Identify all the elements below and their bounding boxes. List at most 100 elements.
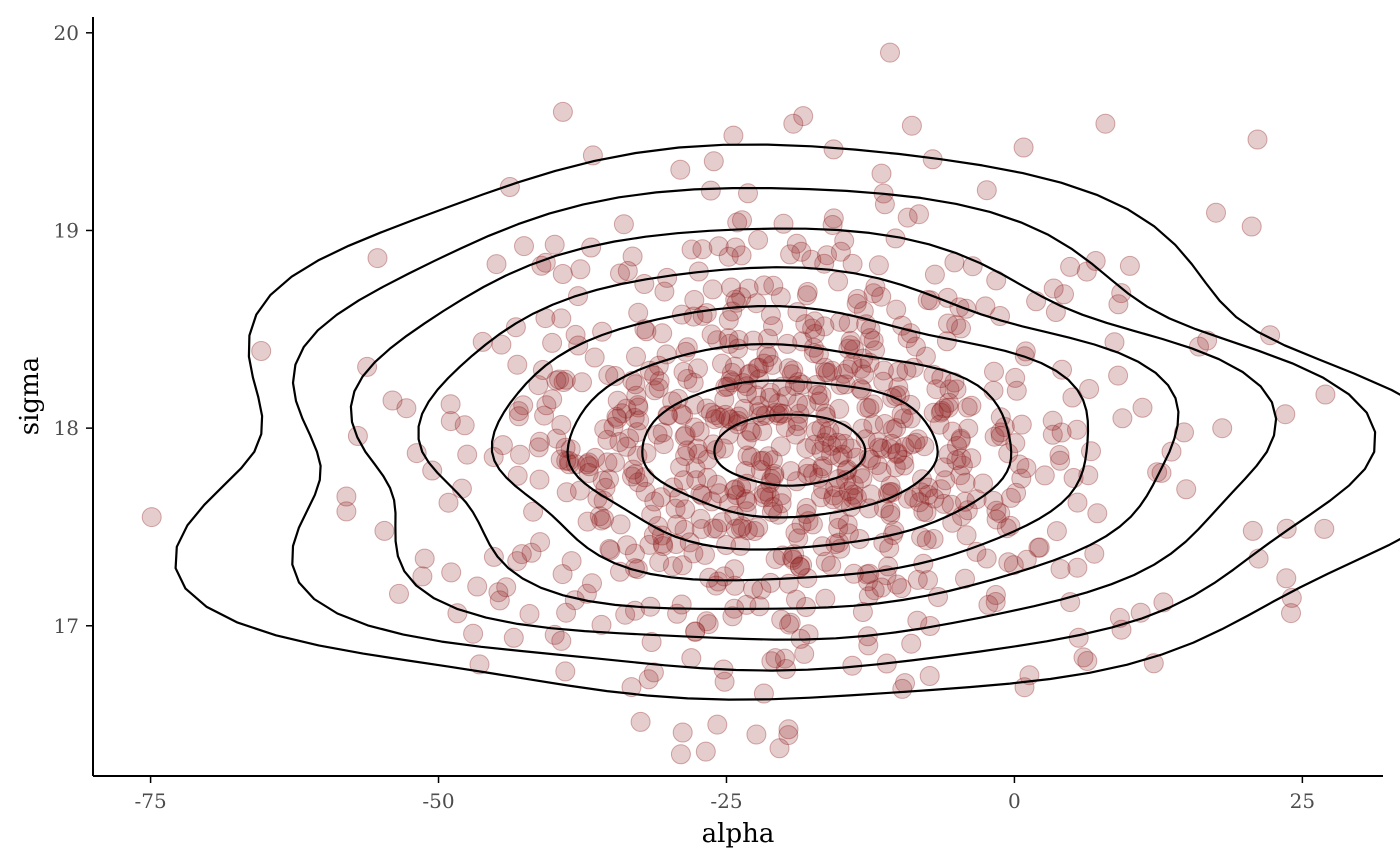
data-point	[824, 209, 843, 228]
data-point	[556, 662, 575, 681]
data-point	[786, 377, 805, 396]
data-point	[553, 265, 572, 284]
data-point	[822, 556, 841, 575]
data-point	[915, 437, 934, 456]
data-point	[894, 450, 913, 469]
data-point	[676, 426, 695, 445]
data-point	[881, 43, 900, 62]
data-point	[1133, 398, 1152, 417]
y-tick-label: 18	[54, 416, 79, 440]
data-point	[816, 589, 835, 608]
data-point	[753, 422, 772, 441]
data-point	[1082, 442, 1101, 461]
data-point	[803, 515, 822, 534]
data-point	[511, 445, 530, 464]
data-point	[691, 509, 710, 528]
data-point	[368, 249, 387, 268]
data-point	[986, 593, 1005, 612]
data-point	[645, 381, 664, 400]
data-point	[1276, 405, 1295, 424]
data-point	[842, 439, 861, 458]
data-point	[744, 579, 763, 598]
data-point	[489, 583, 508, 602]
data-point	[790, 558, 809, 577]
data-point	[413, 567, 432, 586]
data-point	[655, 282, 674, 301]
data-point	[578, 512, 597, 531]
data-point	[383, 391, 402, 410]
data-point	[890, 386, 909, 405]
data-point	[757, 344, 776, 363]
data-point	[650, 553, 669, 572]
data-point	[623, 247, 642, 266]
data-point	[1088, 504, 1107, 523]
data-point	[543, 333, 562, 352]
data-point	[684, 373, 703, 392]
data-point	[977, 549, 996, 568]
data-point	[1277, 569, 1296, 588]
data-point	[872, 287, 891, 306]
data-point	[807, 376, 826, 395]
data-point	[693, 240, 712, 259]
x-tick-label: -50	[422, 789, 454, 813]
data-point	[464, 624, 483, 643]
data-point	[844, 476, 863, 495]
data-point	[600, 470, 619, 489]
data-point	[515, 237, 534, 256]
data-point	[829, 272, 848, 291]
data-point	[770, 739, 789, 758]
data-point	[1014, 138, 1033, 157]
data-point	[537, 396, 556, 415]
data-point	[724, 126, 743, 145]
data-point	[442, 563, 461, 582]
data-point	[1177, 480, 1196, 499]
data-point	[1080, 380, 1099, 399]
data-point	[747, 725, 766, 744]
data-point	[631, 712, 650, 731]
data-point	[1051, 560, 1070, 579]
data-point	[520, 605, 539, 624]
data-point	[637, 444, 656, 463]
data-point	[550, 370, 569, 389]
data-point	[671, 745, 690, 764]
data-point	[613, 404, 632, 423]
data-point	[713, 513, 732, 532]
data-point	[725, 560, 744, 579]
data-point	[652, 488, 671, 507]
data-point	[697, 304, 716, 323]
data-point	[1316, 385, 1335, 404]
data-point	[441, 395, 460, 414]
data-point	[423, 461, 442, 480]
data-point	[611, 515, 630, 534]
data-point	[902, 116, 921, 135]
data-point	[902, 634, 921, 653]
data-point	[797, 286, 816, 305]
data-point	[920, 667, 939, 686]
data-point	[1109, 295, 1128, 314]
data-point	[957, 526, 976, 545]
data-point	[847, 294, 866, 313]
data-point	[853, 419, 872, 438]
data-point	[875, 195, 894, 214]
data-point	[663, 392, 682, 411]
data-point	[1051, 451, 1070, 470]
data-point	[784, 114, 803, 133]
data-point	[780, 615, 799, 634]
data-point	[931, 403, 950, 422]
data-point	[1068, 420, 1087, 439]
data-point	[703, 280, 722, 299]
data-point	[547, 429, 566, 448]
data-point	[761, 306, 780, 325]
x-tick-label: -25	[710, 789, 742, 813]
data-point	[635, 468, 654, 487]
data-point	[487, 255, 506, 274]
data-point	[652, 526, 671, 545]
data-point	[787, 472, 806, 491]
data-point	[614, 215, 633, 234]
data-point	[766, 649, 785, 668]
data-point	[917, 503, 936, 522]
data-point	[991, 504, 1010, 523]
data-point	[761, 573, 780, 592]
data-point	[732, 478, 751, 497]
